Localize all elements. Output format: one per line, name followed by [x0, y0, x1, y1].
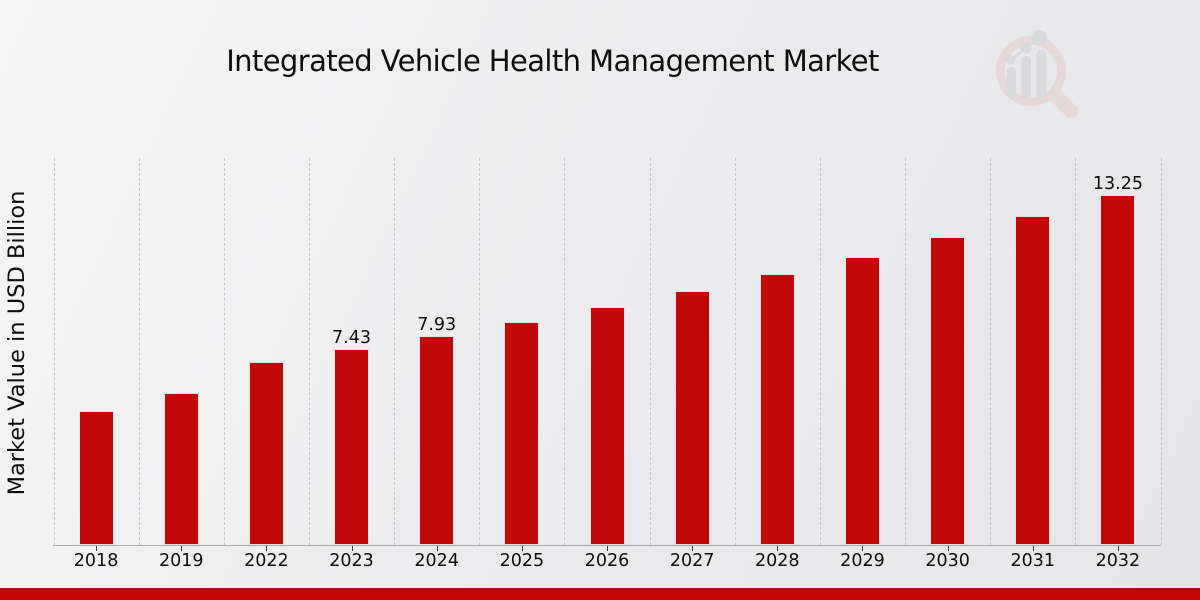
gridline — [308, 158, 310, 545]
x-tick-label-2029: 2029 — [840, 551, 885, 571]
bar-2025 — [504, 321, 540, 545]
logo-dot-icon — [1031, 29, 1047, 46]
x-tick-mark — [96, 546, 98, 551]
x-tick-mark — [947, 546, 949, 551]
gridline — [819, 158, 821, 545]
bar-2032 — [1100, 195, 1136, 545]
logo-bar-icon — [1021, 56, 1031, 98]
x-tick-mark — [607, 546, 608, 551]
x-tick-label-2026: 2026 — [584, 551, 630, 571]
x-tick-mark — [1032, 546, 1034, 551]
bar-2027 — [674, 291, 710, 545]
market-research-future-logo — [996, 29, 1078, 118]
bar-2019 — [163, 392, 199, 545]
x-tick-label-2018: 2018 — [73, 551, 119, 571]
x-tick-label-2023: 2023 — [329, 551, 374, 571]
x-tick-label-2024: 2024 — [414, 551, 459, 571]
gridline — [394, 158, 396, 545]
x-tick-mark — [181, 546, 183, 551]
bar-value-label-2023: 7.43 — [332, 327, 372, 348]
gridline — [53, 158, 55, 545]
magnifier-ring-icon — [996, 36, 1066, 106]
gridline — [1075, 158, 1077, 545]
gridline — [734, 158, 736, 545]
logo-dot-icon — [1020, 42, 1032, 54]
bar-2018 — [78, 410, 114, 545]
magnifier-handle-icon — [1048, 88, 1078, 118]
x-tick-mark — [692, 546, 694, 551]
x-tick-label-2019: 2019 — [158, 551, 204, 571]
bar-2026 — [589, 306, 625, 545]
gridline — [138, 158, 140, 545]
bar-2022 — [248, 361, 284, 545]
footer-band — [0, 588, 1200, 600]
bar-2031 — [1015, 215, 1051, 545]
bar-2029 — [844, 256, 880, 545]
gridline — [564, 158, 566, 545]
logo-bar-icon — [1006, 67, 1016, 98]
gridline — [649, 158, 651, 545]
bar-chart-icon — [1006, 29, 1047, 98]
x-tick-label-2025: 2025 — [499, 551, 545, 571]
x-tick-mark — [777, 546, 779, 551]
x-tick-mark — [862, 546, 864, 551]
gridline — [223, 158, 225, 545]
gridline — [1160, 158, 1162, 545]
bar-2028 — [759, 274, 795, 545]
x-tick-label-2028: 2028 — [755, 551, 800, 571]
gridline — [479, 158, 481, 545]
bar-2024 — [419, 335, 455, 545]
x-tick-label-2030: 2030 — [925, 551, 970, 571]
x-tick-label-2027: 2027 — [669, 551, 715, 571]
magnifier-icon — [996, 36, 1078, 118]
x-tick-label-2022: 2022 — [244, 551, 289, 571]
bar-2030 — [930, 237, 966, 545]
x-tick-mark — [436, 546, 438, 551]
x-tick-label-2032: 2032 — [1095, 551, 1141, 571]
bar-value-label-2032: 13.25 — [1092, 174, 1143, 195]
x-tick-label-2031: 2031 — [1010, 551, 1056, 571]
x-tick-mark — [1117, 546, 1119, 551]
logo-bar-icon — [1036, 50, 1047, 98]
x-tick-mark — [351, 546, 353, 551]
bar-value-label-2024: 7.93 — [417, 314, 457, 335]
bar-2023 — [334, 348, 370, 545]
chart-title: Integrated Vehicle Health Management Mar… — [226, 44, 879, 78]
logo-dot-icon — [1006, 55, 1016, 65]
gridline — [905, 158, 907, 545]
x-tick-mark — [521, 546, 523, 551]
gridline — [990, 158, 992, 545]
x-axis-line — [53, 545, 1161, 546]
x-tick-mark — [266, 546, 268, 551]
